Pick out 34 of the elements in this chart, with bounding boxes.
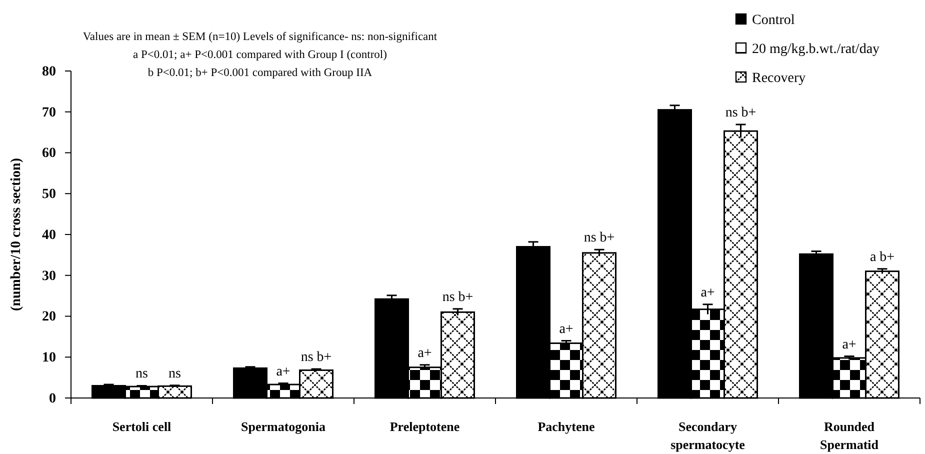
data-label: a+: [559, 322, 574, 337]
data-label: ns b+: [442, 290, 474, 305]
y-tick-label: 60: [42, 146, 56, 162]
legend-label: Control: [752, 13, 795, 28]
data-label: ns b+: [725, 106, 756, 121]
y-tick-label: 10: [42, 350, 56, 366]
data-label: ns: [136, 366, 148, 382]
data-label: ns b+: [584, 230, 615, 246]
y-tick-label: 30: [42, 268, 56, 284]
text: a P<0.01; a+ P<0.001 compared with Group I (control): [133, 49, 388, 61]
data-label: a+: [842, 337, 856, 352]
data-label: a+: [276, 364, 290, 380]
data-label: ns: [168, 366, 181, 382]
x-tick-label: Pachytene: [538, 419, 595, 434]
x-tick-label: Rounded Spermatid: [820, 419, 880, 452]
legend-label: 20 mg/kg.b.wt./rat/day: [752, 42, 880, 57]
y-tick-label: 80: [42, 64, 56, 80]
y-tick-label: 50: [42, 187, 56, 202]
data-label: a+: [418, 346, 432, 361]
annotation: b P<0.01; b+ P<0.001 compared with Group IIA: [148, 67, 373, 79]
y-axis-title: (number/10 cross section): [9, 158, 24, 311]
y-tick-label: 20: [42, 310, 56, 325]
data-label: a b+: [870, 250, 895, 265]
x-tick-label: Sertoli cell: [112, 419, 172, 434]
x-tick-label: Secondary spermatocyte: [670, 419, 746, 452]
legend-label: Recovery: [752, 71, 806, 86]
data-label: a+: [700, 285, 715, 300]
text: Values are in mean ± SEM (n=10) Levels of significance- ns: non-significant: [82, 31, 438, 43]
y-tick-label: 0: [49, 391, 56, 406]
data-label: ns b+: [300, 350, 332, 365]
y-tick-label: 70: [42, 105, 56, 120]
x-tick-label: Preleptotene: [390, 419, 460, 434]
y-tick-label: 40: [42, 228, 56, 243]
x-tick-label: Spermatogonia: [241, 419, 326, 434]
